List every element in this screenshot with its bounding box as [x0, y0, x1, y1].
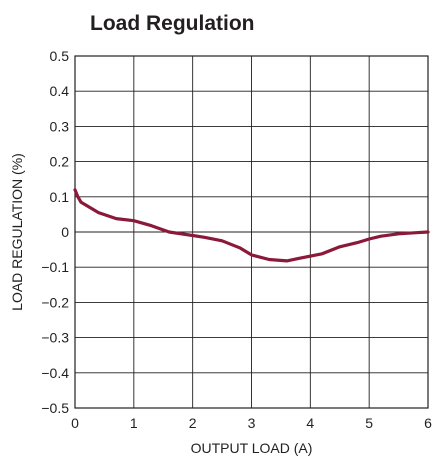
x-tick-label: 2	[189, 415, 197, 431]
y-tick-label: 0	[61, 224, 69, 240]
y-tick-label: −0.4	[41, 365, 69, 381]
y-tick-label: 0.4	[50, 83, 70, 99]
chart-title: Load Regulation	[90, 12, 255, 35]
y-tick-label: 0.1	[50, 189, 70, 205]
y-axis-label: LOAD REGULATION (%)	[9, 153, 25, 311]
x-tick-label: 1	[130, 415, 138, 431]
gridlines	[75, 56, 428, 408]
x-tick-label: 0	[71, 415, 79, 431]
y-axis-ticks: 0.5 0.4 0.3 0.2 0.1 0 −0.1 −0.2 −0.3 −0.4 −0.5	[41, 48, 69, 416]
y-tick-label: −0.5	[41, 400, 69, 416]
y-tick-label: 0.3	[50, 118, 70, 134]
x-axis-ticks: 0 1 2 3 4 5 6	[71, 415, 432, 431]
y-tick-label: −0.3	[41, 330, 69, 346]
y-tick-label: 0.5	[50, 48, 70, 64]
load-regulation-series-line	[73, 188, 430, 263]
y-tick-label: 0.2	[50, 154, 70, 170]
x-tick-label: 4	[306, 415, 314, 431]
x-tick-label: 6	[424, 415, 432, 431]
x-axis-label: OUTPUT LOAD (A)	[191, 440, 313, 456]
y-tick-label: −0.1	[41, 259, 69, 275]
x-tick-label: 3	[248, 415, 256, 431]
y-tick-label: −0.2	[41, 294, 69, 310]
x-tick-label: 5	[365, 415, 373, 431]
